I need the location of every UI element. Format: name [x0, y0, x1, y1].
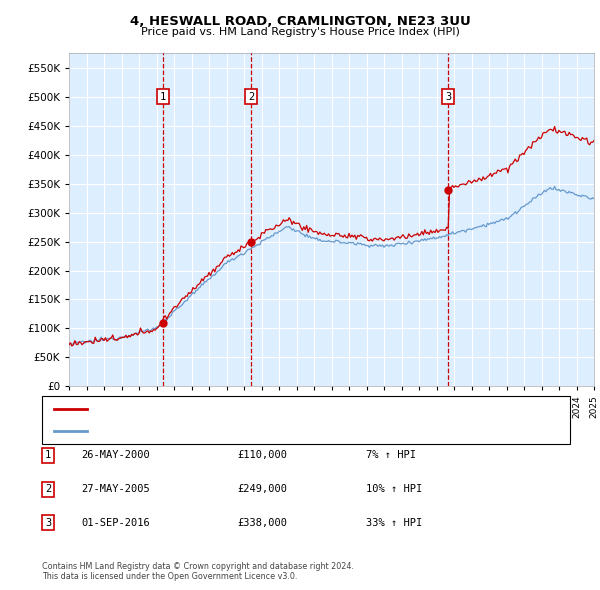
- Text: 3: 3: [445, 91, 451, 101]
- Text: 7% ↑ HPI: 7% ↑ HPI: [366, 451, 416, 460]
- Text: 2: 2: [248, 91, 254, 101]
- Text: Contains HM Land Registry data © Crown copyright and database right 2024.
This d: Contains HM Land Registry data © Crown c…: [42, 562, 354, 581]
- Text: 4, HESWALL ROAD, CRAMLINGTON, NE23 3UU (detached house): 4, HESWALL ROAD, CRAMLINGTON, NE23 3UU (…: [93, 405, 409, 414]
- Text: £110,000: £110,000: [237, 451, 287, 460]
- Text: 4, HESWALL ROAD, CRAMLINGTON, NE23 3UU: 4, HESWALL ROAD, CRAMLINGTON, NE23 3UU: [130, 15, 470, 28]
- Text: 27-MAY-2005: 27-MAY-2005: [81, 484, 150, 494]
- Text: 33% ↑ HPI: 33% ↑ HPI: [366, 518, 422, 527]
- Text: Price paid vs. HM Land Registry's House Price Index (HPI): Price paid vs. HM Land Registry's House …: [140, 27, 460, 37]
- Text: 2: 2: [45, 484, 51, 494]
- Text: 01-SEP-2016: 01-SEP-2016: [81, 518, 150, 527]
- Text: HPI: Average price, detached house, Northumberland: HPI: Average price, detached house, Nort…: [93, 427, 380, 435]
- Text: 26-MAY-2000: 26-MAY-2000: [81, 451, 150, 460]
- Text: £338,000: £338,000: [237, 518, 287, 527]
- Text: 10% ↑ HPI: 10% ↑ HPI: [366, 484, 422, 494]
- Text: 1: 1: [45, 451, 51, 460]
- Text: 3: 3: [45, 518, 51, 527]
- Text: £249,000: £249,000: [237, 484, 287, 494]
- Text: 1: 1: [160, 91, 166, 101]
